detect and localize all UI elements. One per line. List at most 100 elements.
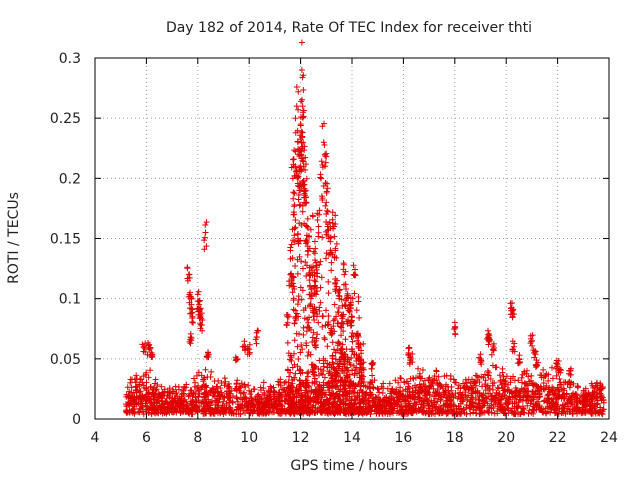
data-point [323, 189, 330, 196]
data-point [510, 346, 517, 353]
data-point [292, 370, 299, 377]
data-point [137, 388, 144, 395]
data-point [534, 383, 541, 390]
data-point [499, 392, 506, 399]
data-point [463, 401, 470, 408]
data-point [311, 317, 318, 324]
data-point [518, 409, 525, 416]
data-point [420, 404, 427, 411]
data-point [330, 409, 337, 416]
data-point [292, 407, 299, 414]
data-point [333, 240, 340, 247]
data-point [508, 307, 515, 314]
data-point [353, 307, 360, 314]
data-point [356, 365, 363, 372]
data-point [287, 247, 294, 254]
data-point [194, 407, 201, 414]
data-point [338, 296, 345, 303]
data-point [295, 296, 302, 303]
data-point [314, 288, 321, 295]
data-point [438, 394, 445, 401]
x-tick-label: 8 [193, 430, 202, 446]
data-point [198, 310, 205, 317]
data-point [296, 152, 303, 159]
data-point [201, 246, 208, 253]
data-point [136, 409, 143, 416]
data-point [334, 395, 341, 402]
data-point [327, 392, 334, 399]
data-point [133, 372, 140, 379]
data-point [573, 407, 580, 414]
data-point [140, 373, 147, 380]
data-point [537, 385, 544, 392]
data-point [316, 207, 323, 214]
data-point [325, 278, 332, 285]
data-point [538, 406, 545, 413]
data-point [344, 390, 351, 397]
x-tick-label: 20 [497, 430, 515, 446]
data-point [580, 399, 587, 406]
data-point [438, 383, 445, 390]
data-point [467, 398, 474, 405]
data-point [137, 398, 144, 405]
data-point [486, 404, 493, 411]
data-point [396, 390, 403, 397]
data-point [336, 293, 343, 300]
data-point [341, 281, 348, 288]
data-point [126, 402, 133, 409]
data-point [188, 335, 195, 342]
data-point [346, 400, 353, 407]
data-point [291, 320, 298, 327]
data-point [131, 403, 138, 410]
data-point [397, 398, 404, 405]
data-point [277, 376, 284, 383]
data-point [378, 383, 385, 390]
data-point [488, 396, 495, 403]
data-point [207, 402, 214, 409]
data-point [197, 305, 204, 312]
data-point [311, 369, 318, 376]
data-point [193, 407, 200, 414]
data-point [187, 387, 194, 394]
data-point [485, 408, 492, 415]
data-point [321, 142, 328, 149]
data-point [311, 238, 318, 245]
data-point [211, 378, 218, 385]
data-point [195, 288, 202, 295]
data-point [266, 393, 273, 400]
data-point [304, 370, 311, 377]
data-point [342, 351, 349, 358]
data-point [405, 380, 412, 387]
data-point [525, 382, 532, 389]
data-point [278, 407, 285, 414]
data-point [497, 377, 504, 384]
data-point [469, 376, 476, 383]
data-point [599, 384, 606, 391]
data-point [182, 384, 189, 391]
data-point [452, 390, 459, 397]
data-point [299, 208, 306, 215]
data-point [554, 363, 561, 370]
data-point [290, 209, 297, 216]
data-point [349, 338, 356, 345]
data-point [387, 390, 394, 397]
data-point [443, 398, 450, 405]
data-point [284, 313, 291, 320]
data-point [545, 396, 552, 403]
data-point [348, 317, 355, 324]
data-point [543, 410, 550, 417]
data-point [468, 389, 475, 396]
data-point [333, 313, 340, 320]
data-point [567, 408, 574, 415]
data-point [343, 286, 350, 293]
data-point [427, 408, 434, 415]
data-point [527, 335, 534, 342]
data-point [260, 385, 267, 392]
data-point [147, 400, 154, 407]
data-point [330, 225, 337, 232]
data-point [303, 273, 310, 280]
data-point [203, 243, 210, 250]
data-point [355, 298, 362, 305]
data-point [376, 410, 383, 417]
data-point [281, 397, 288, 404]
